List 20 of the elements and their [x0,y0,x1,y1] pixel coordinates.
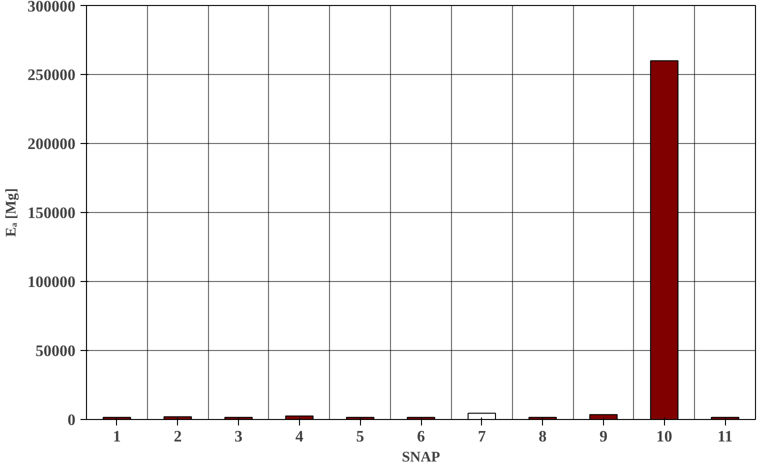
x-tick-label: 4 [295,428,304,446]
x-tick-label: 6 [417,428,425,446]
y-tick-label: 50000 [36,343,76,360]
y-tick-label: 200000 [28,136,76,153]
y-tick-label: 250000 [28,67,76,84]
x-tick-label: 8 [538,428,547,446]
x-tick-label: 10 [656,428,672,446]
x-axis-title: SNAP [402,450,440,466]
y-tick-label: 150000 [28,205,76,222]
y-tick-label: 100000 [28,274,76,291]
x-tick-label: 5 [356,428,364,446]
x-tick-label: 7 [478,428,486,446]
y-tick-label: 0 [68,412,76,429]
x-tick-label: 9 [599,428,608,446]
x-tick-label: 11 [718,428,733,446]
x-tick-label: 3 [234,428,243,446]
x-tick-label: 1 [112,428,121,446]
x-tick-label: 2 [174,428,182,446]
y-tick-label: 300000 [28,0,76,16]
y-axis-title: Eₐ [Mg] [4,188,20,237]
